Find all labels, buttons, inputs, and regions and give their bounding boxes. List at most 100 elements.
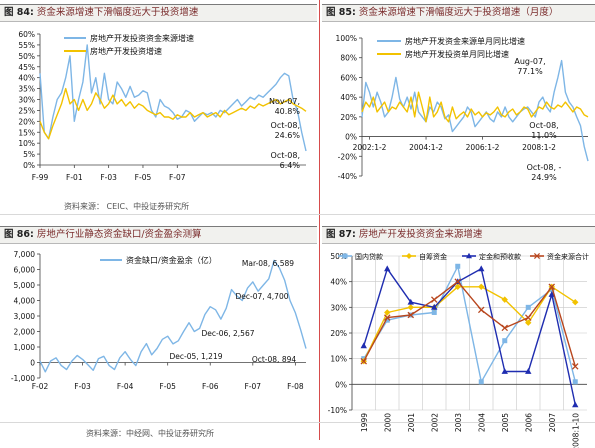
source-note: 资料来源： CEIC、中投证券研究所 bbox=[64, 202, 190, 211]
y-tick-label: 0% bbox=[23, 161, 35, 170]
y-tick-label: 5% bbox=[23, 150, 35, 159]
figure-number: 图 86: bbox=[4, 229, 34, 240]
y-tick-label: 60% bbox=[340, 73, 357, 82]
annotation-label: 11.0% bbox=[531, 131, 557, 140]
annotation-label: Nov-07, bbox=[269, 97, 300, 106]
data-point bbox=[548, 283, 556, 291]
y-tick-label: 2,000 bbox=[14, 328, 36, 337]
x-tick-label: F-06 bbox=[202, 382, 219, 391]
data-point bbox=[571, 363, 579, 370]
legend-label: 定金和预收款 bbox=[479, 252, 521, 261]
panel-divider bbox=[319, 0, 320, 440]
legend-label: 房地产开发投资资金来源增速 bbox=[90, 33, 194, 43]
x-tick-label: F-03 bbox=[74, 382, 91, 391]
annotation-label: 24.6% bbox=[275, 131, 301, 140]
y-tick-label: 25% bbox=[18, 106, 35, 115]
figure-number: 图 85: bbox=[326, 7, 356, 18]
y-tick-label: 7,000 bbox=[14, 250, 36, 259]
chart-fig84: 0% 5% 10% 15% 20% 25%30% 35% 40% 45% 50% 55% 60% F-9… bbox=[18, 30, 307, 182]
data-point bbox=[455, 263, 461, 269]
x-tick-label: F-07 bbox=[169, 173, 186, 182]
x-tick-label: 2007 bbox=[548, 413, 557, 432]
x-tick-label: 2004:1-2 bbox=[409, 143, 443, 152]
legend-marker bbox=[466, 252, 472, 259]
y-tick-label: 60% bbox=[18, 30, 35, 39]
section-divider bbox=[0, 422, 595, 423]
data-point bbox=[572, 401, 579, 408]
data-point bbox=[360, 357, 368, 365]
y-tick-label: -10% bbox=[328, 406, 347, 415]
series-line-4 bbox=[363, 281, 576, 367]
y-tick-label: 20% bbox=[18, 117, 35, 126]
y-tick-label: 45% bbox=[18, 63, 35, 72]
data-point bbox=[407, 304, 414, 311]
y-tick-label: 10% bbox=[18, 139, 35, 148]
x-tick-label: F-02 bbox=[32, 382, 49, 391]
legend-marker bbox=[406, 253, 412, 259]
legend-label: 资金来源合计 bbox=[547, 252, 589, 261]
data-point bbox=[525, 368, 532, 374]
data-point bbox=[430, 296, 438, 303]
data-point bbox=[478, 379, 484, 385]
data-point bbox=[383, 314, 391, 321]
annotation-label: Dec-07, 4,700 bbox=[235, 292, 288, 301]
data-point bbox=[525, 319, 532, 326]
legend-marker bbox=[342, 253, 348, 259]
data-point bbox=[524, 314, 532, 321]
data-point bbox=[548, 291, 555, 297]
panel-title-fig87: 图 87: 房地产开发投资资金来源增速 bbox=[322, 226, 595, 244]
x-tick-label: F-01 bbox=[66, 173, 83, 182]
panel-title-fig86: 图 86: 房地产行业静态资金缺口/资金盈余测算 bbox=[0, 226, 317, 244]
data-point bbox=[477, 306, 485, 314]
data-point bbox=[501, 324, 509, 332]
legend-label: 自筹资金 bbox=[419, 252, 447, 261]
x-tick-label: 2003 bbox=[454, 413, 463, 432]
y-tick-label: 20% bbox=[330, 329, 347, 338]
data-point bbox=[501, 368, 508, 374]
y-tick-label: 35% bbox=[18, 85, 35, 94]
series-line-1 bbox=[363, 265, 576, 383]
series-line-3 bbox=[363, 268, 576, 406]
series-line-2 bbox=[361, 91, 589, 123]
y-tick-label: -1,000 bbox=[11, 374, 35, 383]
chart-fig86: -1,000 0 1,000 2,000 3,000 4,000 5,000 6,000 7,0… bbox=[11, 250, 307, 391]
data-point bbox=[384, 309, 391, 316]
annotation-label: Oct-08, - bbox=[527, 163, 562, 172]
y-tick-label: 4,000 bbox=[14, 297, 36, 306]
y-tick-label: 5,000 bbox=[14, 281, 36, 290]
chart-fig85: -40% -20% 0% 20% 40% 60% 80% 100% 2002:1-2 2004:1… bbox=[336, 34, 589, 182]
x-tick-label: F-99 bbox=[32, 173, 49, 182]
x-tick-label: 2006 bbox=[524, 413, 533, 432]
figure-number: 图 87: bbox=[326, 229, 356, 240]
legend-label: 房地产开发资金来源单月同比增速 bbox=[405, 36, 525, 46]
y-tick-label: 10% bbox=[330, 355, 347, 364]
x-tick-label: 2000 bbox=[383, 413, 392, 432]
y-tick-label: 100% bbox=[336, 34, 357, 43]
data-point bbox=[384, 265, 391, 272]
figure-title: 资金来源增速下滑幅度远大于投资增速 bbox=[36, 7, 199, 18]
y-tick-label: 30% bbox=[18, 96, 35, 105]
annotation-label: Dec-06, 2,567 bbox=[201, 329, 254, 338]
annotation-label: 6.4% bbox=[280, 161, 301, 170]
y-tick-label: 55% bbox=[18, 41, 35, 50]
x-tick-label: 1999 bbox=[360, 413, 369, 432]
legend-label: 房地产开发投资增速 bbox=[90, 46, 162, 56]
series-line-1 bbox=[39, 44, 307, 152]
x-tick-label: 2004 bbox=[477, 413, 486, 432]
y-tick-label: -40% bbox=[338, 172, 357, 181]
legend-label: 国内贷款 bbox=[355, 252, 383, 261]
annotation-label: Aug-07, bbox=[514, 57, 545, 66]
y-tick-label: 50% bbox=[18, 52, 35, 61]
panel-title-fig85: 图 85: 资金来源增速下滑幅度远大于投资增速（月度） bbox=[322, 4, 595, 22]
y-tick-label: -20% bbox=[338, 152, 357, 161]
annotation-label: Oct-08, bbox=[271, 151, 300, 160]
data-point bbox=[360, 342, 367, 349]
data-point bbox=[431, 303, 438, 310]
figure-title: 资金来源增速下滑幅度远大于投资增速（月度） bbox=[358, 7, 559, 18]
y-tick-label: 0% bbox=[335, 380, 347, 389]
data-point bbox=[572, 379, 578, 385]
y-tick-label: 0% bbox=[345, 133, 357, 142]
annotation-label: Oct-08, bbox=[529, 121, 558, 130]
x-tick-label: 2006:1-2 bbox=[466, 143, 500, 152]
x-tick-label: F-04 bbox=[117, 382, 134, 391]
